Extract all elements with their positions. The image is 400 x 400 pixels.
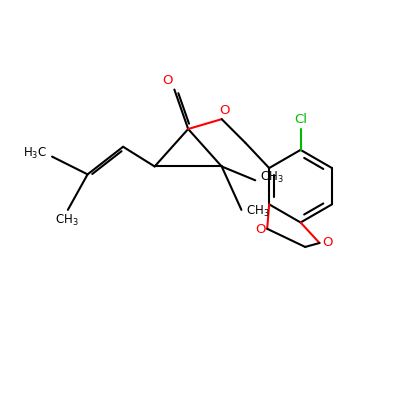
- Text: H$_3$C: H$_3$C: [24, 146, 48, 161]
- Text: CH$_3$: CH$_3$: [260, 170, 284, 185]
- Text: O: O: [322, 236, 333, 250]
- Text: O: O: [220, 104, 230, 117]
- Text: O: O: [255, 223, 265, 236]
- Text: CH$_3$: CH$_3$: [55, 213, 79, 228]
- Text: O: O: [162, 74, 172, 87]
- Text: Cl: Cl: [294, 114, 307, 126]
- Text: CH$_3$: CH$_3$: [246, 204, 270, 219]
